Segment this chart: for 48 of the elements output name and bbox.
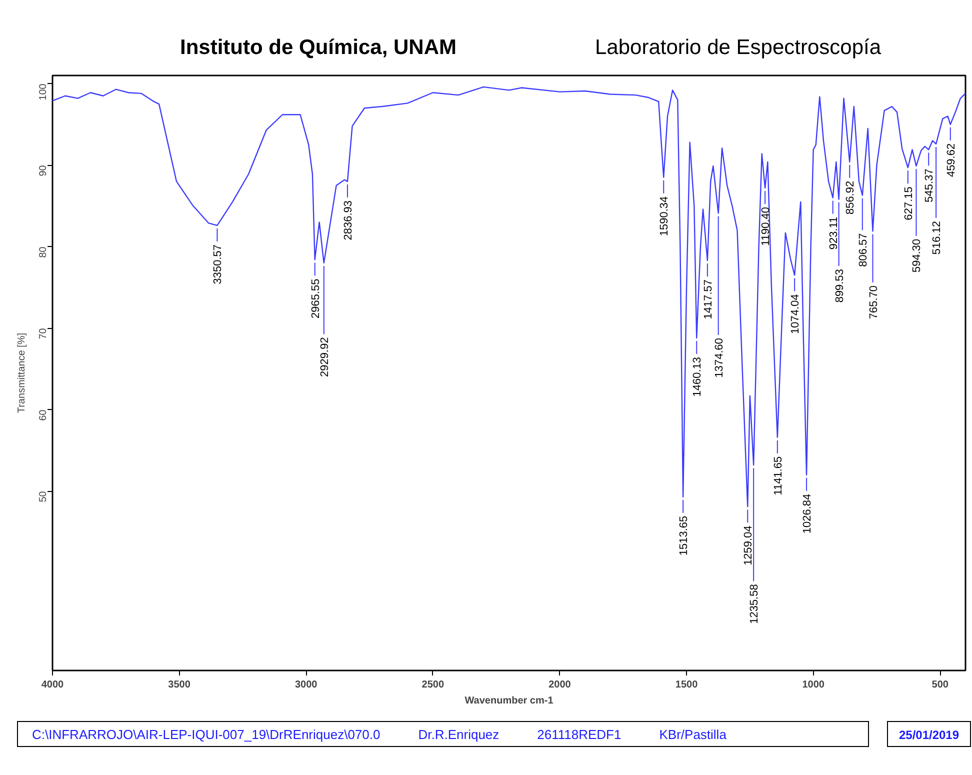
annotation: 2929.92 xyxy=(318,337,331,377)
annotation: 1259.04 xyxy=(742,526,755,566)
x-axis-title: Wavenumber cm-1 xyxy=(464,696,554,706)
x-tick-label: 3000 xyxy=(294,680,318,690)
annotation: 856.92 xyxy=(844,180,857,215)
annotation: 627.15 xyxy=(902,186,915,220)
annotation: 459.62 xyxy=(945,143,958,178)
annotation: 1374.60 xyxy=(713,338,726,378)
annotation: 1026.84 xyxy=(802,494,814,534)
chart-subtitle: Laboratorio de Espectroscopía xyxy=(595,35,882,61)
annotation: 899.53 xyxy=(834,269,846,303)
x-tick-label: 500 xyxy=(932,680,949,690)
text: 261118REDF1 xyxy=(537,727,622,742)
annotation: 2965.55 xyxy=(310,278,322,318)
text: KBr/Pastilla xyxy=(659,727,726,742)
y-tick-label: 80 xyxy=(38,246,49,258)
annotation: 2836.93 xyxy=(342,200,354,240)
annotation: 594.30 xyxy=(911,238,924,273)
annotation: 1190.40 xyxy=(760,206,772,246)
x-tick-label: 3500 xyxy=(168,680,191,690)
annotation: 765.70 xyxy=(868,285,880,320)
chart-title: Instituto de Química, UNAM xyxy=(180,35,457,61)
y-axis-title: Transmittance [%] xyxy=(16,332,28,414)
y-tick-label: 100 xyxy=(38,83,49,100)
annotation: 1417.57 xyxy=(702,280,714,320)
x-tick-label: 2000 xyxy=(548,680,572,690)
y-tick-label: 90 xyxy=(38,164,49,176)
annotation: 923.11 xyxy=(828,216,840,250)
x-tick-label: 1000 xyxy=(802,680,825,690)
annotation: 545.37 xyxy=(924,168,936,202)
x-tick-label: 4000 xyxy=(41,680,64,690)
text: 25/01/2019 xyxy=(887,721,971,747)
annotation: 1590.34 xyxy=(658,196,671,236)
annotation: 1513.65 xyxy=(678,516,690,556)
y-tick-label: 70 xyxy=(38,328,49,340)
x-tick-label: 2500 xyxy=(422,680,444,690)
text: Dr.R.Enriquez xyxy=(418,727,500,742)
text: C:\INFRARROJO\AIR-LEP-IQUI-007_19\DrREnriquez\070.0 xyxy=(32,727,380,742)
annotation: 1141.65 xyxy=(772,456,784,496)
annotation: 1235.58 xyxy=(748,584,761,624)
annotation: 1460.13 xyxy=(692,356,704,397)
y-tick-label: 60 xyxy=(38,409,49,421)
x-tick-label: 1500 xyxy=(675,680,698,690)
annotation: 1074.04 xyxy=(790,294,802,334)
annotation: 806.57 xyxy=(857,233,870,267)
y-tick-label: 50 xyxy=(38,490,49,502)
annotation: 3350.57 xyxy=(212,244,224,284)
annotation: 516.12 xyxy=(931,220,944,255)
